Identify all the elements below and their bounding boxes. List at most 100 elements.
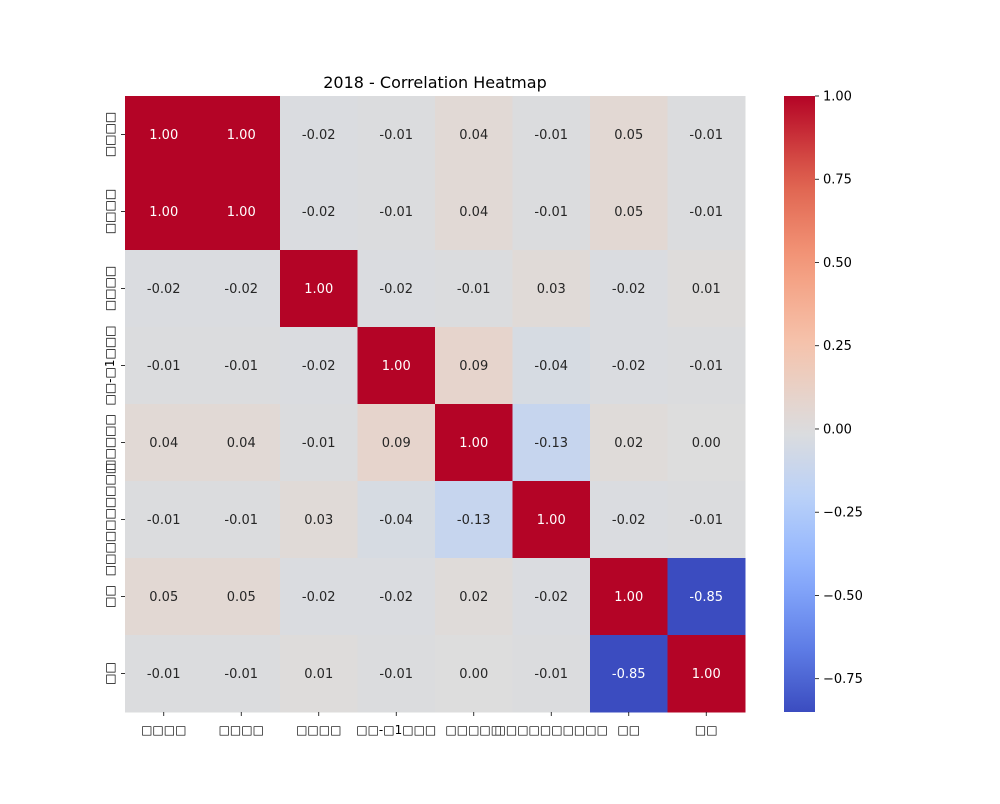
heatmap-cell: [202, 173, 281, 251]
heatmap-cell: [435, 96, 513, 174]
cell-value-label: -0.02: [534, 590, 568, 605]
cell-value-label: -0.01: [689, 513, 723, 528]
cell-value-label: -0.02: [379, 590, 413, 605]
heatmap-cell: [667, 173, 746, 251]
heatmap-cell: [202, 635, 281, 713]
cell-value-label: -0.13: [534, 436, 568, 451]
heatmap-cell: [590, 173, 668, 251]
cell-value-label: -0.01: [534, 128, 568, 143]
heatmap-cell: [435, 481, 513, 559]
cell-value-label: 1.00: [149, 205, 178, 220]
heatmap-cell: [590, 96, 668, 174]
heatmap-cell: [435, 404, 513, 482]
colorbar: 1.00 0.75 0.50 0.25 0.00 −0.25 −0.50 −0.75: [784, 90, 863, 712]
heatmap-cell: [357, 558, 436, 636]
heatmap-cell: [280, 558, 358, 636]
heatmap-cell: [357, 481, 436, 559]
column-label: □□□□: [141, 723, 186, 737]
cell-value-label: 0.04: [459, 128, 488, 143]
cell-value-label: 0.05: [614, 205, 643, 220]
column-label: □□□□: [296, 723, 341, 737]
heatmap-cell: [357, 96, 436, 174]
heatmap-cell: [280, 404, 358, 482]
cell-value-label: 0.02: [614, 436, 643, 451]
column-axis: □□□□ □□□□ □□□□ □□-□1□□□ □□□□□□□□□□□□□□□ □□ □□: [141, 712, 718, 737]
colorbar-tick-label: 0.25: [823, 339, 852, 354]
row-label: □□: [103, 662, 117, 685]
heatmap-cell: [435, 250, 513, 328]
heatmap-cell: [512, 173, 591, 251]
cell-value-label: -0.04: [379, 513, 413, 528]
row-label: □□□□: [103, 112, 117, 157]
column-label: □□□□□□□□□□: [495, 723, 608, 737]
cell-value-label: -0.02: [612, 513, 646, 528]
row-label: □□□□: [103, 189, 117, 234]
cell-value-label: -0.01: [379, 205, 413, 220]
cell-value-label: -0.01: [689, 128, 723, 143]
heatmap-cell: [125, 173, 203, 251]
column-label: □□-□1□□□: [356, 723, 436, 737]
heatmap-cell: [357, 327, 436, 405]
heatmap-cell: [590, 481, 668, 559]
colorbar-tick-label: 0.00: [823, 422, 852, 437]
colorbar-tick-label: −0.25: [823, 506, 863, 521]
cell-value-label: 0.04: [227, 436, 256, 451]
colorbar-tick-label: −0.75: [823, 672, 863, 687]
cell-value-label: -0.01: [534, 205, 568, 220]
cell-value-label: -0.13: [457, 513, 491, 528]
heatmap-cell: [667, 558, 746, 636]
cell-value-label: -0.01: [534, 667, 568, 682]
heatmap-cell: [125, 404, 203, 482]
cell-value-label: -0.01: [379, 667, 413, 682]
colorbar-tick-label: 1.00: [823, 90, 852, 105]
cell-value-label: -0.02: [302, 128, 336, 143]
heatmap-cell: [202, 327, 281, 405]
cell-value-label: -0.04: [534, 359, 568, 374]
cell-value-label: 0.09: [459, 359, 488, 374]
chart-title: 2018 - Correlation Heatmap: [323, 73, 546, 92]
heatmap-cell: [667, 481, 746, 559]
cell-value-label: 0.02: [459, 590, 488, 605]
cell-value-label: -0.02: [612, 359, 646, 374]
cell-value-label: 0.05: [227, 590, 256, 605]
cell-value-label: -0.02: [302, 359, 336, 374]
heatmap-cell: [435, 635, 513, 713]
cell-value-label: 0.05: [614, 128, 643, 143]
cell-value-label: 0.00: [692, 436, 721, 451]
cell-value-label: -0.01: [147, 359, 181, 374]
heatmap-cell: [512, 96, 591, 174]
column-label: □□: [695, 723, 718, 737]
cell-value-label: -0.01: [147, 667, 181, 682]
row-axis: □□□□□□□□□□□□□□-□1□□□□□□□□□□□□□□□□□□□□□□: [103, 112, 125, 685]
heatmap-cell: [202, 404, 281, 482]
heatmap-cell: [667, 327, 746, 405]
cell-value-label: 1.00: [537, 513, 566, 528]
cell-value-label: 1.00: [459, 436, 488, 451]
cell-value-label: 1.00: [692, 667, 721, 682]
cell-value-label: -0.02: [147, 282, 181, 297]
heatmap-cell: [435, 173, 513, 251]
heatmap-cell: [202, 481, 281, 559]
colorbar-tick-label: 0.75: [823, 173, 852, 188]
heatmap-cell: [125, 327, 203, 405]
heatmap-cell: [512, 250, 591, 328]
cell-value-label: -0.01: [457, 282, 491, 297]
cell-value-label: 1.00: [614, 590, 643, 605]
heatmap-cell: [590, 635, 668, 713]
row-label: □□□□□□□□□□: [103, 463, 117, 576]
cell-value-label: -0.01: [689, 205, 723, 220]
heatmap-cell: [357, 173, 436, 251]
heatmap-cell: [202, 250, 281, 328]
heatmap-cell: [667, 404, 746, 482]
colorbar-gradient: [784, 96, 815, 712]
heatmap-cell: [435, 558, 513, 636]
heatmap-cell: [667, 96, 746, 174]
heatmap-cells: [125, 96, 746, 713]
cell-value-label: -0.02: [612, 282, 646, 297]
heatmap-cell: [280, 250, 358, 328]
heatmap-cell: [125, 250, 203, 328]
cell-value-label: 0.01: [692, 282, 721, 297]
heatmap-cell: [357, 250, 436, 328]
